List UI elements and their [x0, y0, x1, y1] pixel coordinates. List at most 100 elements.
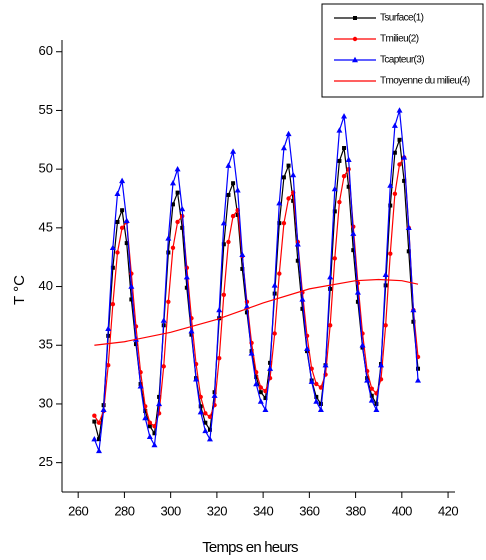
series-line [93, 110, 419, 452]
data-point [128, 283, 135, 289]
data-point [198, 394, 203, 400]
data-point [96, 437, 101, 442]
x-tick-label: 400 [392, 503, 412, 518]
data-point [382, 271, 389, 278]
x-tick-label: 420 [438, 503, 458, 518]
data-point [392, 191, 398, 196]
data-point [281, 175, 286, 180]
data-point [193, 376, 200, 382]
legend-label: Tmilieu(2) [380, 34, 419, 45]
data-point [234, 187, 241, 193]
data-point [253, 380, 260, 387]
data-point [146, 433, 153, 440]
data-point [332, 209, 337, 214]
y-tick-label: 40 [39, 278, 53, 293]
data-point [179, 205, 186, 212]
data-point [166, 299, 171, 305]
data-point [286, 196, 291, 201]
data-point [294, 241, 301, 247]
data-point [147, 424, 152, 429]
y-tick-label: 55 [39, 102, 53, 117]
data-point [406, 249, 411, 254]
data-point [351, 248, 356, 253]
data-point [286, 163, 291, 168]
data-point [290, 171, 297, 178]
y-tick-label: 50 [39, 161, 53, 176]
data-point [378, 362, 385, 368]
data-point [280, 144, 287, 151]
data-point [263, 396, 268, 401]
data-point [147, 420, 153, 425]
data-point [281, 220, 287, 226]
legend-marker [352, 56, 358, 63]
data-point [405, 224, 412, 231]
data-point [100, 406, 107, 413]
data-point [96, 420, 102, 425]
data-point [355, 280, 361, 286]
data-point [183, 273, 190, 280]
data-point [226, 192, 231, 197]
data-point [397, 137, 402, 142]
legend-label: Tsurface(1) [380, 13, 424, 24]
data-point [300, 306, 305, 311]
series-line [94, 278, 419, 346]
data-point [175, 190, 180, 195]
data-point [267, 365, 274, 371]
data-point [106, 363, 111, 368]
x-tick-label: 300 [161, 503, 181, 518]
data-point [180, 225, 185, 230]
data-point [197, 408, 204, 415]
y-tick-label: 45 [39, 219, 53, 234]
data-point [410, 306, 417, 313]
series-line [93, 139, 419, 440]
data-point [225, 162, 232, 168]
data-point [337, 199, 342, 205]
data-point [314, 394, 319, 399]
data-point [161, 364, 166, 369]
data-point [318, 385, 324, 390]
data-point [415, 377, 422, 383]
data-point [416, 366, 421, 371]
legend-label: Tcapteur(3) [380, 55, 424, 66]
x-tick-label: 340 [253, 503, 273, 518]
data-point [388, 203, 393, 208]
data-point [258, 390, 263, 395]
data-point [369, 386, 374, 391]
data-point [231, 181, 236, 186]
data-point [331, 185, 338, 192]
data-point [401, 154, 408, 160]
data-point [188, 327, 195, 334]
data-point [170, 245, 176, 251]
data-point [328, 286, 333, 291]
data-point [342, 146, 347, 151]
data-point [123, 217, 130, 223]
data-point [359, 342, 366, 348]
data-point [304, 345, 311, 351]
y-tick-label: 35 [39, 337, 53, 352]
data-point [114, 190, 121, 196]
data-point [216, 306, 223, 313]
data-point [207, 414, 213, 420]
data-point [263, 388, 268, 394]
data-point [314, 381, 319, 387]
data-point [226, 239, 231, 245]
data-point [397, 162, 402, 167]
data-point [313, 398, 320, 404]
data-point [243, 303, 250, 309]
data-point [110, 265, 115, 270]
data-point [119, 177, 126, 184]
data-point [345, 156, 352, 162]
data-point [240, 266, 245, 271]
data-point [317, 406, 324, 413]
data-point [206, 435, 213, 442]
data-point [388, 251, 393, 256]
legend-marker [353, 16, 357, 20]
data-point [332, 256, 337, 261]
data-point [277, 271, 282, 276]
data-point [285, 130, 292, 137]
data-point [95, 447, 102, 454]
data-point [92, 413, 97, 418]
data-point [258, 385, 264, 390]
x-tick-label: 320 [207, 503, 227, 518]
